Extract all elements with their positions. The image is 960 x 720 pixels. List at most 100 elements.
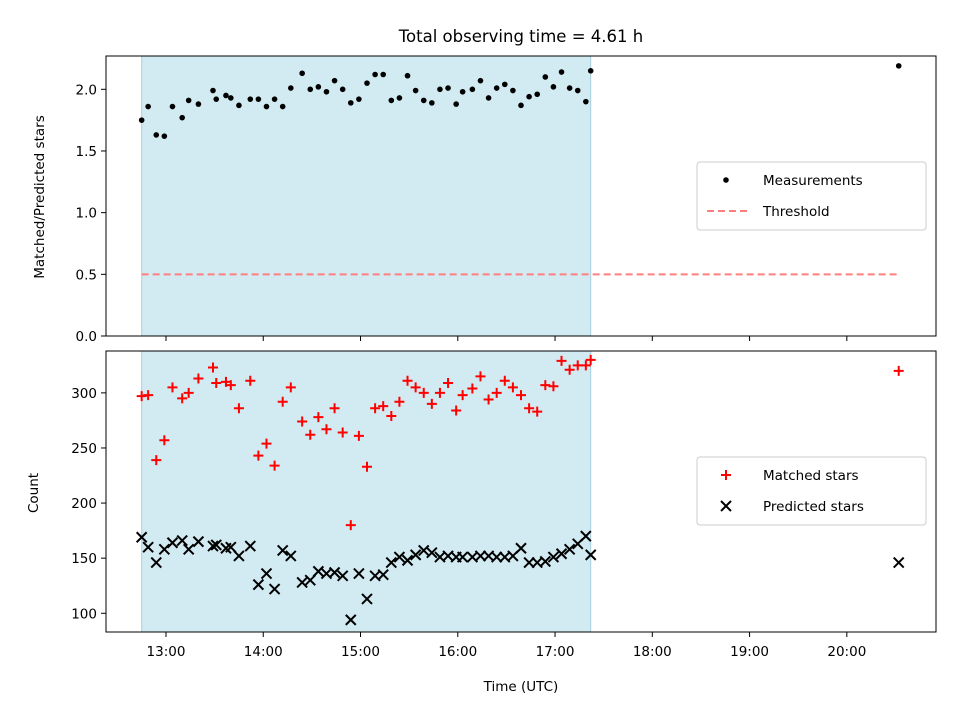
predicted-star-point [328, 566, 341, 579]
measurement-point [271, 96, 278, 102]
predicted-star-point [361, 593, 373, 605]
matched-star-point [329, 403, 340, 414]
predicted-star-point [182, 543, 195, 556]
measurement-point [510, 87, 516, 94]
predicted-star-point [385, 556, 398, 569]
measurement-point [453, 101, 459, 107]
matched-star-point [183, 387, 194, 398]
predicted-star-point [474, 550, 487, 562]
matched-star-point [443, 377, 454, 388]
measurement-point [236, 102, 242, 109]
predicted-star-point [336, 570, 349, 582]
measurement-point [339, 86, 346, 93]
measurement-point [185, 97, 192, 104]
y-tick-label: 1.0 [76, 206, 97, 222]
measurement-point [542, 74, 549, 80]
measurement-point [404, 72, 411, 79]
matched-star-point [269, 460, 280, 471]
predicted-star-point [555, 548, 568, 560]
matched-star-point [159, 435, 170, 446]
predicted-star-point [353, 567, 365, 580]
measurement-point [145, 103, 151, 110]
matched-star-point [167, 382, 178, 393]
measurement-point [138, 117, 145, 123]
predicted-star-point [296, 576, 308, 589]
matched-star-point [151, 455, 162, 466]
measurement-point [299, 70, 305, 77]
measurement-point [195, 101, 202, 107]
matched-star-point [143, 390, 154, 401]
measurement-point [288, 85, 294, 91]
predicted-star-point [142, 541, 154, 553]
predicted-star-point [210, 539, 222, 551]
matched-star-point [177, 393, 188, 404]
measurement-point [372, 71, 378, 78]
matched-star-point [580, 360, 591, 371]
legend-label: Predicted stars [763, 499, 864, 515]
measurement-point [364, 80, 370, 86]
measurement-point [550, 84, 557, 90]
axes-ratio: 0.0 0.5 1.0 1.5 2.0 Measurements Threshold [76, 55, 937, 345]
legend-box [696, 456, 927, 526]
matched-star-point [548, 381, 559, 392]
measurement-point [380, 71, 387, 78]
measurement-point [228, 95, 234, 101]
measurement-point [587, 68, 594, 74]
measurement-point [223, 92, 229, 99]
y-tick-label: 0.5 [76, 267, 97, 283]
matched-star-point [532, 406, 543, 417]
measurement-point [153, 132, 160, 138]
measurement-point [356, 96, 362, 102]
measurement-point [388, 97, 395, 104]
predicted-star-point [893, 556, 905, 569]
matched-star-point [585, 354, 596, 365]
x-tick-label: 20:00 [827, 644, 866, 660]
matched-star-point [893, 365, 904, 376]
legend-marker-x [720, 500, 732, 512]
measurement-point [323, 88, 330, 95]
predicted-star-point [563, 543, 576, 556]
matched-star-point [457, 390, 468, 401]
matched-star-point [345, 520, 356, 531]
legend-marker-dot [723, 177, 729, 183]
predicted-star-point [150, 556, 162, 569]
legend-label: Matched stars [763, 468, 859, 484]
predicted-star-point [166, 537, 179, 549]
predicted-star-point [252, 578, 265, 591]
x-tick-label: 13:00 [147, 644, 186, 660]
matched-star-point [467, 383, 478, 394]
predicted-star-point [312, 565, 325, 578]
matched-star-point [321, 424, 332, 435]
y-tick-label: 2.0 [76, 82, 97, 98]
predicted-star-point [523, 556, 535, 569]
measurement-point [459, 88, 466, 95]
predicted-star-point [345, 614, 357, 626]
x-tick-label: 15:00 [341, 644, 380, 660]
predicted-star-point [285, 550, 297, 562]
matched-star-point [211, 377, 222, 388]
predicted-star-point [456, 551, 469, 563]
matched-star-point [193, 373, 204, 384]
measurement-point [420, 97, 427, 104]
measurement-point [396, 95, 403, 101]
shaded-interval [141, 350, 592, 633]
axes-frame [105, 350, 937, 633]
matched-star-point [491, 387, 502, 398]
measurement-point [161, 133, 168, 139]
matched-star-point [418, 387, 429, 398]
measurement-point [315, 84, 322, 90]
matched-star-point [426, 398, 437, 409]
matched-star-point [353, 430, 364, 441]
predicted-star-point [268, 583, 281, 595]
axes-frame [105, 55, 937, 337]
measurement-point [213, 96, 220, 102]
y-axis-label-count: Count [26, 473, 42, 513]
matched-star-point [285, 382, 296, 393]
measurement-point [412, 87, 419, 94]
matched-star-point [297, 416, 308, 427]
y-tick-label: 1.5 [76, 144, 97, 160]
predicted-star-point [584, 549, 597, 561]
matched-star-point [564, 364, 575, 375]
matched-star-point [540, 380, 551, 391]
measurement-point [263, 103, 270, 110]
